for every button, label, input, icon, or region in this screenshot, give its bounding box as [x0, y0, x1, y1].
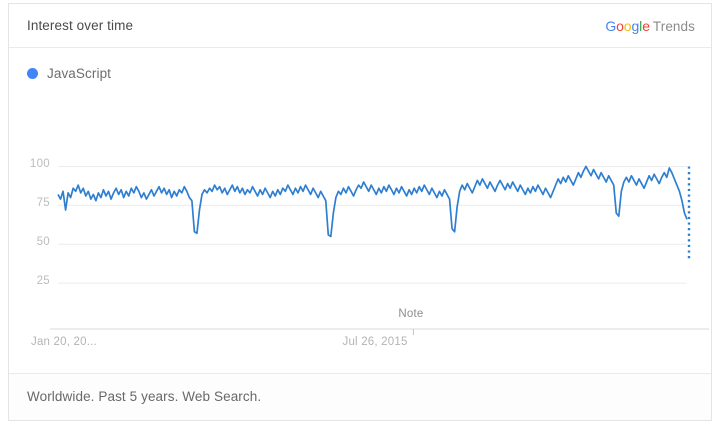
note-annotation-label[interactable]: Note — [398, 308, 424, 320]
y-axis-tick-label: 75 — [36, 197, 50, 210]
series-line-javascript — [57, 165, 688, 238]
y-axis-tick-label: 100 — [29, 158, 50, 171]
google-letter: o — [616, 18, 624, 34]
chart-series-group — [57, 165, 691, 260]
google-trends-logo: Google Trends — [605, 18, 695, 34]
google-letter: e — [642, 18, 650, 34]
trends-line-chart — [50, 165, 709, 335]
google-letter: l — [639, 18, 643, 34]
google-wordmark: Google — [605, 18, 650, 34]
page-title: Interest over time — [27, 18, 134, 33]
y-axis-tick-label: 50 — [36, 236, 50, 249]
legend-item-label: JavaScript — [47, 66, 112, 81]
legend-dot-icon — [27, 68, 38, 79]
chart-plot-area[interactable]: 100 75 50 25 Jan 20, 20... Jul 26, 2015 Note — [9, 124, 713, 349]
google-letter: G — [605, 18, 617, 34]
google-letter: g — [631, 18, 640, 34]
chart-gridlines — [58, 165, 687, 284]
x-axis-tick-label: Jan 20, 20... — [31, 336, 97, 348]
card-footer: Worldwide. Past 5 years. Web Search. — [9, 373, 711, 420]
interest-over-time-card: Interest over time Google Trends JavaScri… — [8, 3, 712, 421]
trends-wordmark: Trends — [652, 19, 695, 34]
query-summary-text: Worldwide. Past 5 years. Web Search. — [27, 389, 262, 404]
y-axis-tick-label: 25 — [36, 275, 50, 288]
card-header: Interest over time Google Trends — [9, 4, 711, 48]
google-letter: o — [623, 18, 632, 34]
x-axis-tick-label: Jul 26, 2015 — [342, 336, 408, 348]
chart-legend[interactable]: JavaScript — [27, 66, 111, 81]
